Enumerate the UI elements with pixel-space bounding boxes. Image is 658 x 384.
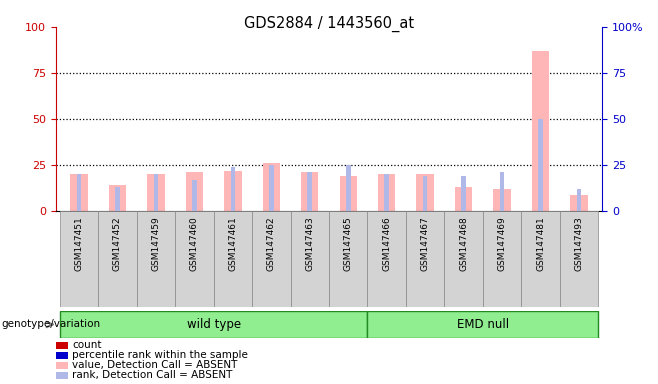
Bar [269, 165, 274, 211]
Text: GSM147463: GSM147463 [305, 216, 315, 271]
Text: wild type: wild type [187, 318, 241, 331]
Bar [230, 167, 235, 211]
Bar [77, 174, 82, 211]
Bar [494, 189, 511, 211]
Bar [60, 211, 98, 307]
Text: GSM147481: GSM147481 [536, 216, 545, 271]
Text: GSM147468: GSM147468 [459, 216, 468, 271]
Bar [252, 211, 291, 307]
Text: GSM147460: GSM147460 [190, 216, 199, 271]
Bar [98, 211, 137, 307]
Bar [423, 176, 428, 211]
Text: GSM147462: GSM147462 [266, 216, 276, 271]
Bar [500, 172, 505, 211]
Bar [147, 174, 164, 211]
Bar [137, 211, 175, 307]
Text: rank, Detection Call = ABSENT: rank, Detection Call = ABSENT [72, 370, 233, 380]
Text: GSM147451: GSM147451 [74, 216, 84, 271]
Text: GSM147452: GSM147452 [113, 216, 122, 271]
Bar [367, 311, 598, 338]
Text: EMD null: EMD null [457, 318, 509, 331]
Text: percentile rank within the sample: percentile rank within the sample [72, 350, 248, 360]
Bar [340, 176, 357, 211]
Text: count: count [72, 340, 102, 350]
Bar [109, 185, 126, 211]
Text: GSM147469: GSM147469 [497, 216, 507, 271]
Bar [263, 163, 280, 211]
Bar [560, 211, 598, 307]
Bar [378, 174, 395, 211]
Bar [192, 180, 197, 211]
Bar [175, 211, 214, 307]
Text: GDS2884 / 1443560_at: GDS2884 / 1443560_at [244, 15, 414, 31]
Bar [461, 176, 466, 211]
Bar [346, 165, 351, 211]
Bar [291, 211, 329, 307]
Bar [60, 311, 367, 338]
Bar [384, 174, 389, 211]
Text: GSM147493: GSM147493 [574, 216, 584, 271]
Bar [521, 211, 560, 307]
Bar [538, 119, 543, 211]
Bar [214, 211, 252, 307]
Bar [186, 172, 203, 211]
Bar [301, 172, 318, 211]
Bar [483, 211, 521, 307]
Bar [153, 174, 158, 211]
Text: GSM147467: GSM147467 [420, 216, 430, 271]
Text: GSM147466: GSM147466 [382, 216, 392, 271]
Text: value, Detection Call = ABSENT: value, Detection Call = ABSENT [72, 360, 238, 370]
Bar [70, 174, 88, 211]
Text: GSM147465: GSM147465 [343, 216, 353, 271]
Bar [367, 211, 406, 307]
Bar [307, 172, 312, 211]
Bar [417, 174, 434, 211]
Bar [532, 51, 549, 211]
Text: genotype/variation: genotype/variation [1, 319, 101, 329]
Bar [444, 211, 483, 307]
Bar [406, 211, 444, 307]
Text: GSM147461: GSM147461 [228, 216, 238, 271]
Bar [455, 187, 472, 211]
Bar [224, 170, 241, 211]
Bar [115, 187, 120, 211]
Text: GSM147459: GSM147459 [151, 216, 161, 271]
Bar [570, 195, 588, 211]
Bar [329, 211, 367, 307]
Bar [576, 189, 581, 211]
